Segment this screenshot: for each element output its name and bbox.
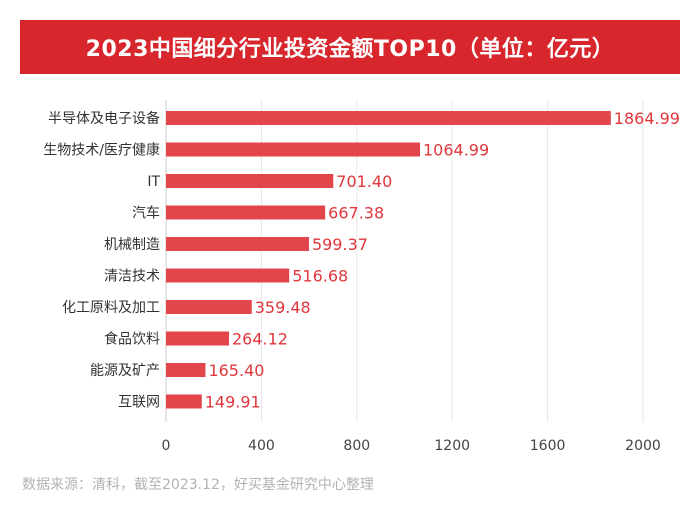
value-label: 149.91: [205, 393, 261, 412]
bar: [166, 331, 229, 346]
category-label: 食品饮料: [104, 331, 160, 348]
chart-title: 2023中国细分行业投资金额TOP10（单位：亿元）: [85, 37, 615, 62]
bar: [166, 205, 326, 220]
value-label: 1064.99: [423, 141, 489, 160]
value-label: 264.12: [232, 330, 288, 349]
bar: [166, 363, 206, 377]
value-label: 359.48: [255, 298, 311, 317]
value-label: 701.40: [336, 172, 392, 191]
bar: [166, 300, 252, 314]
category-label: 机械制造: [104, 237, 160, 253]
value-label: 599.37: [312, 235, 368, 254]
category-label: 化工原料及加工: [62, 300, 160, 316]
category-label: 半导体及电子设备: [48, 110, 160, 127]
x-tick-label: 1200: [434, 438, 470, 454]
value-label: 667.38: [328, 204, 384, 223]
bar: [166, 268, 290, 283]
x-tick-label: 2000: [625, 438, 661, 454]
bar: [166, 394, 202, 409]
value-label: 165.40: [208, 361, 264, 380]
x-tick-label: 0: [162, 438, 171, 454]
x-tick-label: 1600: [530, 438, 566, 454]
bar: [166, 237, 309, 251]
value-label: 516.68: [292, 267, 348, 286]
category-label: 生物技术/医疗健康: [43, 142, 160, 159]
x-tick-label: 400: [248, 438, 275, 454]
source-note: 数据来源：清科，截至2023.12，好买基金研究中心整理: [22, 477, 374, 493]
value-label: 1864.99: [614, 109, 680, 128]
bar: [166, 142, 421, 157]
category-label: 汽车: [132, 205, 160, 222]
category-label: 互联网: [118, 395, 160, 411]
category-label: IT: [147, 174, 160, 190]
bar: [166, 111, 611, 125]
x-tick-label: 800: [343, 438, 370, 454]
category-label: 能源及矿产: [90, 363, 160, 379]
bar: [166, 174, 334, 188]
category-label: 清洁技术: [104, 269, 160, 285]
title-banner: 2023中国细分行业投资金额TOP10（单位：亿元）: [20, 20, 680, 74]
